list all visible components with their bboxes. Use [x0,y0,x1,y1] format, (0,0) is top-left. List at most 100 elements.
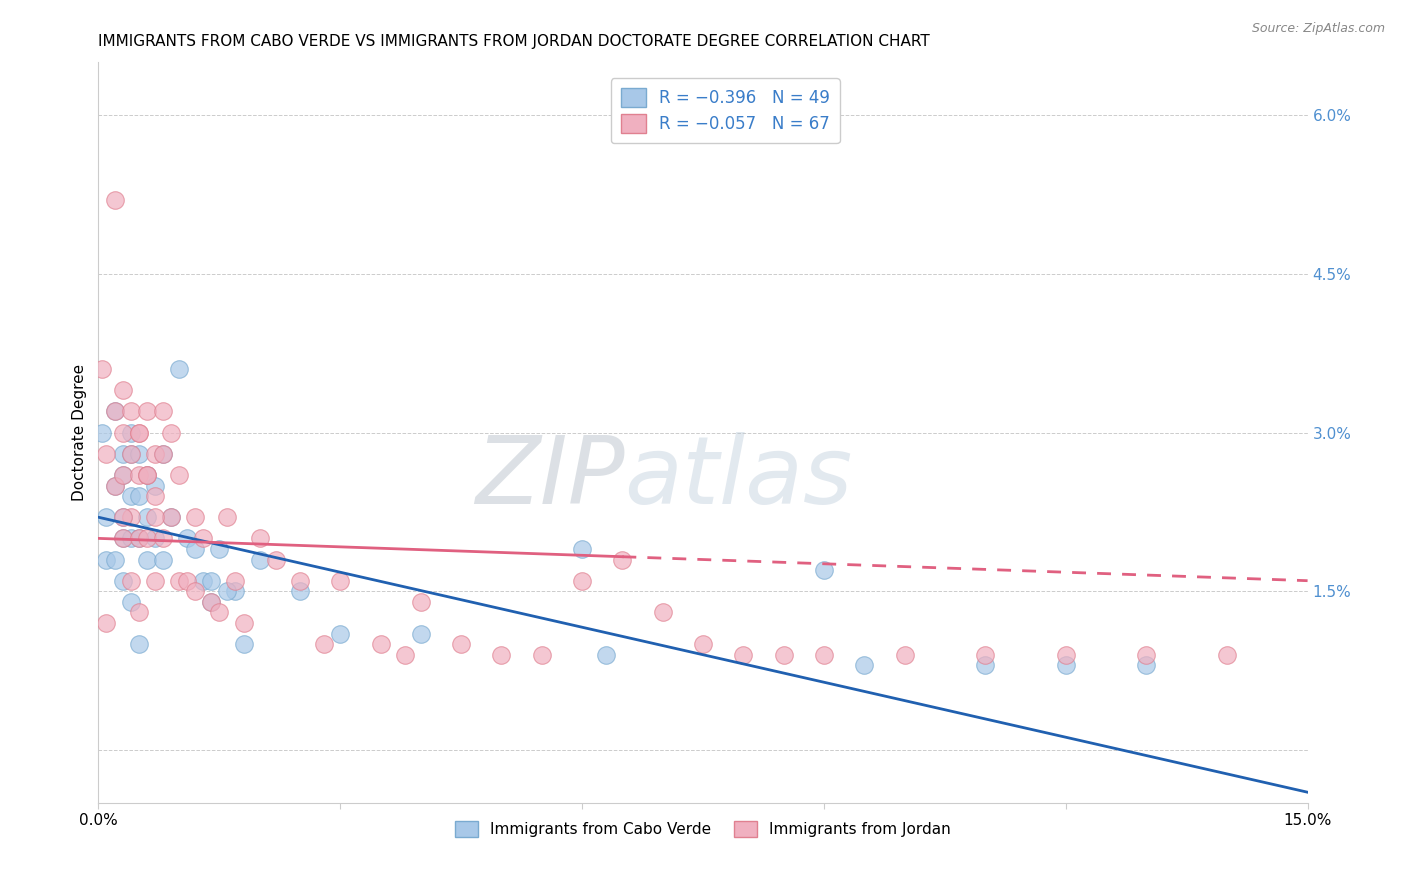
Point [176,532,198,546]
Point [135,552,157,566]
Point [264,552,287,566]
Point [128,489,150,503]
Point [120,447,142,461]
Point [111,532,134,546]
Point [530,648,553,662]
Point [249,532,271,546]
Point [1054,648,1077,662]
Point [193,532,215,546]
Point [813,648,835,662]
Text: IMMIGRANTS FROM CABO VERDE VS IMMIGRANTS FROM JORDAN DOCTORATE DEGREE CORRELATIO: IMMIGRANTS FROM CABO VERDE VS IMMIGRANTS… [98,34,931,49]
Point [96,552,118,566]
Point [1054,658,1077,673]
Point [1135,648,1157,662]
Point [152,404,174,418]
Point [135,532,157,546]
Point [135,510,157,524]
Point [853,658,876,673]
Legend: Immigrants from Cabo Verde, Immigrants from Jordan: Immigrants from Cabo Verde, Immigrants f… [449,814,957,843]
Point [224,584,246,599]
Point [111,447,134,461]
Point [370,637,392,651]
Point [128,637,150,651]
Point [111,467,134,482]
Text: Source: ZipAtlas.com: Source: ZipAtlas.com [1251,22,1385,36]
Text: atlas: atlas [624,432,852,523]
Y-axis label: Doctorate Degree: Doctorate Degree [72,364,87,501]
Point [152,532,174,546]
Point [103,478,125,492]
Point [160,510,183,524]
Point [128,532,150,546]
Point [217,510,239,524]
Point [224,574,246,588]
Point [217,584,239,599]
Point [232,637,254,651]
Point [1135,658,1157,673]
Point [143,574,166,588]
Point [160,425,183,440]
Point [96,447,118,461]
Point [128,606,150,620]
Point [394,648,416,662]
Point [772,648,794,662]
Point [103,404,125,418]
Point [103,404,125,418]
Point [974,648,997,662]
Point [167,467,190,482]
Point [135,467,157,482]
Point [184,541,207,556]
Point [167,362,190,376]
Point [91,425,114,440]
Point [232,615,254,630]
Point [120,510,142,524]
Point [103,193,125,207]
Point [329,626,352,640]
Point [176,574,198,588]
Point [143,478,166,492]
Point [450,637,472,651]
Point [120,489,142,503]
Point [571,541,593,556]
Point [152,447,174,461]
Point [135,467,157,482]
Point [491,648,513,662]
Point [120,574,142,588]
Point [813,563,835,577]
Point [120,404,142,418]
Point [120,447,142,461]
Point [200,595,222,609]
Point [128,425,150,440]
Point [974,658,997,673]
Point [120,532,142,546]
Point [651,606,673,620]
Point [143,532,166,546]
Point [571,574,593,588]
Point [111,384,134,398]
Point [167,574,190,588]
Point [692,637,714,651]
Point [595,648,617,662]
Point [200,574,222,588]
Point [103,478,125,492]
Point [111,532,134,546]
Point [135,467,157,482]
Point [329,574,352,588]
Point [160,510,183,524]
Point [152,447,174,461]
Point [96,615,118,630]
Point [96,510,118,524]
Point [249,552,271,566]
Point [103,552,125,566]
Point [288,574,311,588]
Point [111,425,134,440]
Point [409,626,432,640]
Point [120,595,142,609]
Point [143,489,166,503]
Point [184,510,207,524]
Point [152,552,174,566]
Point [733,648,755,662]
Point [120,425,142,440]
Point [208,541,231,556]
Point [111,510,134,524]
